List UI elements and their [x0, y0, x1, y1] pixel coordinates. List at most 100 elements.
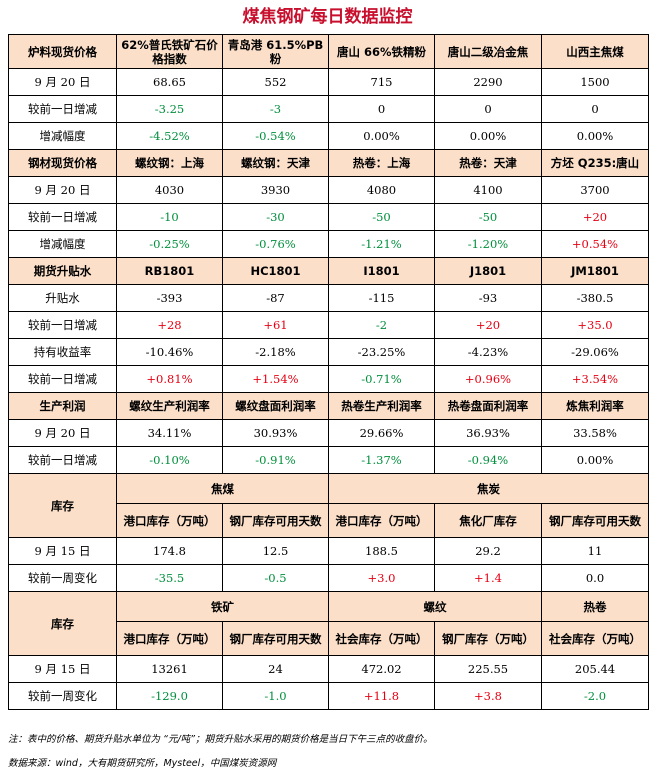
- data-cell: -380.5: [541, 284, 649, 312]
- row-label: 增减幅度: [8, 230, 117, 258]
- row-label: 9 月 15 日: [8, 655, 117, 683]
- column-header: 社会库存（万吨）: [541, 621, 649, 656]
- data-cell: 1500: [541, 68, 649, 96]
- column-header: 热卷生产利润率: [328, 392, 435, 420]
- column-header: 港口库存（万吨）: [328, 503, 435, 538]
- data-cell: -0.76%: [222, 230, 329, 258]
- table-row: 9 月 15 日 13261 24 472.02 225.55 205.44: [8, 655, 649, 683]
- data-cell: +0.81%: [116, 365, 223, 393]
- data-cell: +61: [222, 311, 329, 339]
- column-header: 热卷：天津: [434, 149, 542, 177]
- group-header: 铁矿: [116, 591, 329, 622]
- column-header: 唐山二级冶金焦: [434, 34, 542, 69]
- data-cell: -0.91%: [222, 446, 329, 474]
- data-cell: 3700: [541, 176, 649, 204]
- row-label: 9 月 15 日: [8, 537, 117, 565]
- data-cell: 0: [434, 95, 542, 123]
- data-cell: +1.4: [434, 564, 542, 592]
- table-row: 较前一日增减 -3.25 -3 0 0 0: [8, 95, 649, 123]
- data-cell: 472.02: [328, 655, 435, 683]
- data-cell: -0.10%: [116, 446, 223, 474]
- data-cell: +28: [116, 311, 223, 339]
- table-row: 较前一日增减 -0.10% -0.91% -1.37% -0.94% 0.00%: [8, 446, 649, 474]
- data-cell: -1.37%: [328, 446, 435, 474]
- table-row: 持有收益率 -10.46% -2.18% -23.25% -4.23% -29.06%: [8, 338, 649, 366]
- data-cell: 2290: [434, 68, 542, 96]
- table-row: 9 月 20 日 68.65 552 715 2290 1500: [8, 68, 649, 96]
- data-cell: 13261: [116, 655, 223, 683]
- data-cell: 205.44: [541, 655, 649, 683]
- data-cell: -23.25%: [328, 338, 435, 366]
- section-header-row: 港口库存（万吨） 钢厂库存可用天数 港口库存（万吨） 焦化厂库存 钢厂库存可用天数: [9, 503, 649, 538]
- data-cell: -87: [222, 284, 329, 312]
- data-cell: 188.5: [328, 537, 435, 565]
- data-cell: -115: [328, 284, 435, 312]
- data-cell: -10: [116, 203, 223, 231]
- data-cell: -0.5: [222, 564, 329, 592]
- row-label: 较前一日增减: [8, 446, 117, 474]
- column-header: 热卷盘面利润率: [434, 392, 542, 420]
- column-header: 钢厂库存可用天数: [222, 621, 329, 656]
- table-row: 较前一周变化 -129.0 -1.0 +11.8 +3.8 -2.0: [8, 682, 649, 710]
- data-cell: 3930: [222, 176, 329, 204]
- data-cell: -4.52%: [116, 122, 223, 150]
- data-cell: 4080: [328, 176, 435, 204]
- table-row: 较前一日增减 +28 +61 -2 +20 +35.0: [8, 311, 649, 339]
- row-label: 较前一周变化: [8, 682, 117, 710]
- column-header: JM1801: [541, 257, 649, 285]
- row-label: 较前一日增减: [8, 365, 117, 393]
- row-label: 9 月 20 日: [8, 68, 117, 96]
- row-label: 较前一日增减: [8, 203, 117, 231]
- column-header: 焦化厂库存: [434, 503, 542, 538]
- data-cell: 174.8: [116, 537, 223, 565]
- column-header: 钢厂库存可用天数: [541, 503, 649, 538]
- section-title: 库存: [8, 473, 117, 538]
- data-cell: 29.66%: [328, 419, 435, 447]
- row-label: 增减幅度: [8, 122, 117, 150]
- table-row: 增减幅度 -0.25% -0.76% -1.21% -1.20% +0.54%: [8, 230, 649, 258]
- column-header: 港口库存（万吨）: [116, 503, 223, 538]
- page-title: 煤焦钢矿每日数据监控: [242, 7, 413, 27]
- data-cell: 552: [222, 68, 329, 96]
- data-cell: -30: [222, 203, 329, 231]
- column-header: 钢厂库存（万吨）: [434, 621, 542, 656]
- row-label: 9 月 20 日: [8, 419, 117, 447]
- row-label: 升贴水: [8, 284, 117, 312]
- data-cell: +35.0: [541, 311, 649, 339]
- data-cell: 715: [328, 68, 435, 96]
- data-cell: -0.25%: [116, 230, 223, 258]
- data-cell: -93: [434, 284, 542, 312]
- table-row: 升贴水 -393 -87 -115 -93 -380.5: [8, 284, 649, 312]
- data-cell: -393: [116, 284, 223, 312]
- data-cell: -2.0: [541, 682, 649, 710]
- column-header: 山西主焦煤: [541, 34, 649, 69]
- column-header: J1801: [434, 257, 542, 285]
- column-header: I1801: [328, 257, 435, 285]
- data-cell: 11: [541, 537, 649, 565]
- table-row: 较前一周变化 -35.5 -0.5 +3.0 +1.4 0.0: [8, 564, 649, 592]
- data-cell: -29.06%: [541, 338, 649, 366]
- group-header: 焦煤: [116, 473, 329, 504]
- data-cell: 68.65: [116, 68, 223, 96]
- group-header-row: 库存 铁矿 螺纹 热卷: [8, 591, 649, 656]
- data-cell: 4030: [116, 176, 223, 204]
- data-cell: -0.94%: [434, 446, 542, 474]
- data-cell: 12.5: [222, 537, 329, 565]
- table-row: 较前一日增减 -10 -30 -50 -50 +20: [8, 203, 649, 231]
- data-cell: +11.8: [328, 682, 435, 710]
- data-cell: -1.0: [222, 682, 329, 710]
- data-cell: -4.23%: [434, 338, 542, 366]
- data-cell: -1.21%: [328, 230, 435, 258]
- data-cell: +0.96%: [434, 365, 542, 393]
- footnote: 注：表中的价格、期货升贴水单位为 “元/吨”；期货升贴水采用的期货价格是当日下午…: [8, 734, 433, 745]
- data-cell: 0: [328, 95, 435, 123]
- data-cell: 0: [541, 95, 649, 123]
- section-title: 生产利润: [8, 392, 117, 420]
- data-cell: +0.54%: [541, 230, 649, 258]
- section-title: 期货升贴水: [8, 257, 117, 285]
- section-header-row: 港口库存（万吨） 钢厂库存可用天数 社会库存（万吨） 钢厂库存（万吨） 社会库存（万吨）: [9, 621, 649, 656]
- data-cell: -0.71%: [328, 365, 435, 393]
- section-header-row: 炉料现货价格 62%普氏铁矿石价格指数 青岛港 61.5%PB粉 唐山 66%铁精粉唐…: [8, 34, 649, 69]
- column-header: 螺纹钢：天津: [222, 149, 329, 177]
- column-header: 螺纹钢：上海: [116, 149, 223, 177]
